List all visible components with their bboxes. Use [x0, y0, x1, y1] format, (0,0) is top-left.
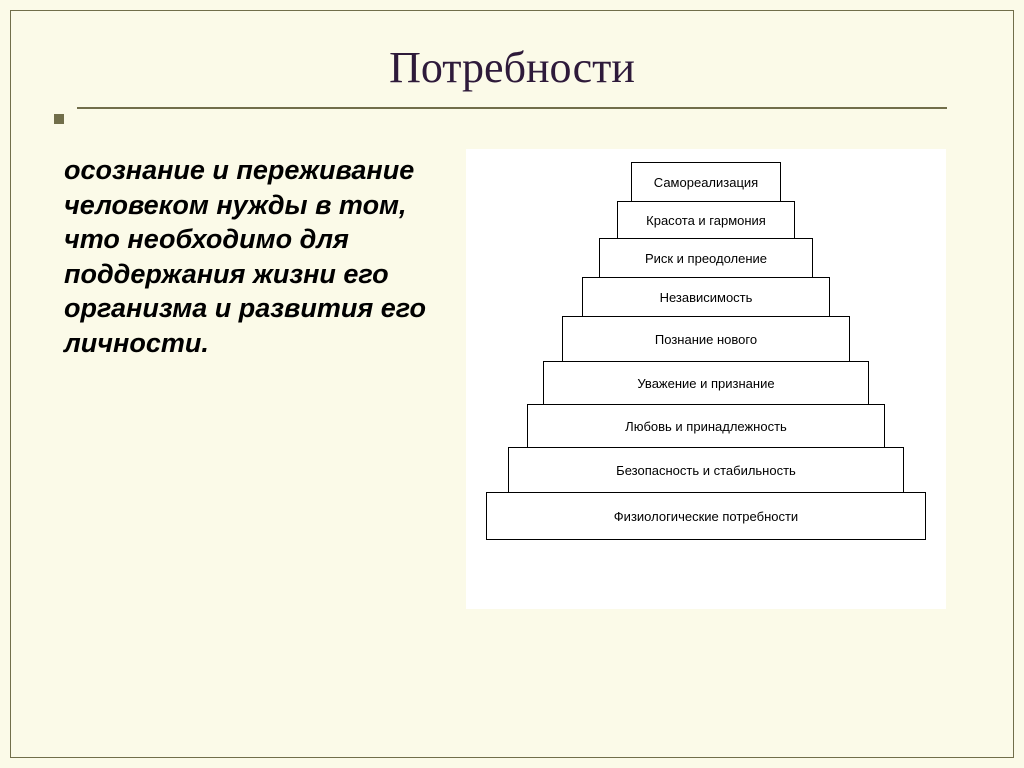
pyramid-level-label: Любовь и принадлежность — [625, 419, 787, 434]
pyramid-level-label: Независимость — [660, 290, 753, 305]
pyramid-level-label: Безопасность и стабильность — [616, 463, 796, 478]
pyramid-level: Физиологические потребности — [486, 492, 926, 540]
pyramid-level: Красота и гармония — [617, 201, 795, 239]
pyramid-level: Безопасность и стабильность — [508, 447, 904, 493]
pyramid-level: Любовь и принадлежность — [527, 404, 885, 448]
pyramid-level: Познание нового — [562, 316, 850, 362]
pyramid-level-label: Уважение и признание — [637, 376, 774, 391]
pyramid-level-label: Риск и преодоление — [645, 251, 767, 266]
pyramid-level-label: Красота и гармония — [646, 213, 766, 228]
pyramid-level-label: Познание нового — [655, 332, 757, 347]
pyramid-level: Уважение и признание — [543, 361, 869, 405]
title-bullet-icon — [54, 114, 64, 124]
pyramid-panel: Самореализация Красота и гармония Риск и п… — [466, 149, 946, 609]
pyramid-level-label: Физиологические потребности — [614, 509, 798, 524]
pyramid-level-label: Самореализация — [654, 175, 758, 190]
needs-pyramid: Самореализация Красота и гармония Риск и п… — [486, 163, 926, 540]
pyramid-level: Независимость — [582, 277, 830, 317]
pyramid-level: Самореализация — [631, 162, 781, 202]
pyramid-level: Риск и преодоление — [599, 238, 813, 278]
